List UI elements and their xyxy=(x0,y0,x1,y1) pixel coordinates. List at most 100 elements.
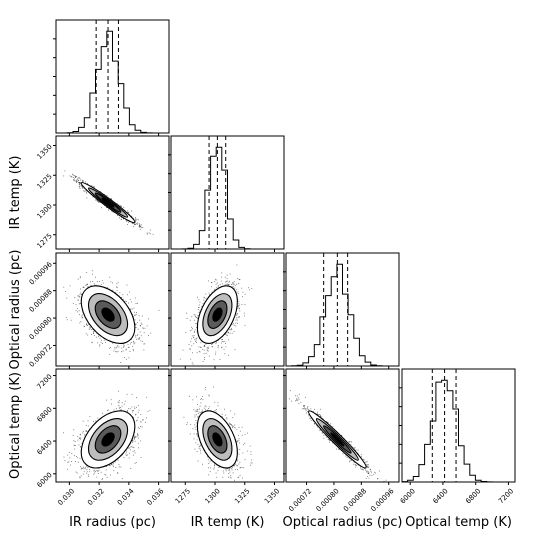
sample-point xyxy=(217,347,219,349)
sample-point xyxy=(244,293,246,295)
sample-point xyxy=(216,341,217,343)
sample-point xyxy=(148,318,149,320)
sample-point xyxy=(198,350,200,352)
panel-2-2 xyxy=(283,252,400,369)
sample-point xyxy=(204,358,205,360)
sample-point xyxy=(131,446,133,447)
sample-point xyxy=(224,340,226,342)
sample-point xyxy=(234,287,236,289)
sample-point xyxy=(134,342,136,344)
sample-point xyxy=(127,210,128,212)
sample-point xyxy=(126,451,127,453)
sample-point xyxy=(241,287,243,289)
sample-point xyxy=(76,179,78,181)
sample-point xyxy=(214,281,216,282)
sample-point xyxy=(131,215,133,217)
sample-point xyxy=(120,297,122,299)
sample-point xyxy=(231,283,232,285)
sample-point xyxy=(99,281,101,282)
sample-point xyxy=(71,461,72,462)
sample-point xyxy=(80,475,82,477)
sample-point xyxy=(198,346,200,348)
sample-point xyxy=(131,410,133,411)
sample-point xyxy=(229,332,231,334)
sample-point xyxy=(133,454,134,456)
sample-point xyxy=(101,207,102,209)
sample-point xyxy=(66,297,68,299)
sample-point xyxy=(79,183,81,185)
y-tick-label: 0.00080 xyxy=(28,315,54,341)
sample-point xyxy=(93,330,95,332)
sample-point xyxy=(228,284,230,285)
sample-point xyxy=(136,420,137,422)
sample-point xyxy=(194,330,195,332)
sample-point xyxy=(76,472,78,474)
sample-point xyxy=(79,458,81,459)
sample-point xyxy=(101,339,102,341)
sample-point xyxy=(236,317,237,319)
histogram-0 xyxy=(56,30,169,134)
sample-point xyxy=(79,434,81,436)
sample-point xyxy=(239,307,240,309)
sample-point xyxy=(197,309,199,310)
sample-point xyxy=(138,338,140,340)
sample-point xyxy=(75,180,77,182)
sample-point xyxy=(89,469,91,471)
sample-point xyxy=(79,294,81,296)
sample-point xyxy=(146,232,148,234)
sample-point xyxy=(79,182,80,184)
sample-point xyxy=(127,294,128,296)
sample-point xyxy=(204,297,205,299)
sample-point xyxy=(198,307,200,308)
sample-point xyxy=(87,286,89,288)
sample-point xyxy=(125,348,127,350)
sample-point xyxy=(133,226,135,227)
sample-point xyxy=(237,319,238,321)
sample-point xyxy=(237,306,239,307)
sample-point xyxy=(90,185,92,187)
sample-point xyxy=(69,175,71,177)
sample-point xyxy=(135,224,137,225)
sample-point xyxy=(206,348,208,350)
sample-point xyxy=(105,342,106,343)
sample-point xyxy=(98,201,99,202)
sample-point xyxy=(130,446,132,448)
sample-point xyxy=(233,282,235,284)
sample-point xyxy=(78,177,80,179)
sample-point xyxy=(191,329,193,331)
sample-point xyxy=(113,350,115,352)
sample-point xyxy=(203,296,205,298)
sample-point xyxy=(147,233,148,235)
sample-point xyxy=(228,281,230,283)
sample-point xyxy=(91,334,92,335)
sample-point xyxy=(203,346,205,347)
contour-level-3 xyxy=(101,307,115,322)
sample-point xyxy=(238,303,240,305)
sample-point xyxy=(130,309,131,311)
sample-point xyxy=(227,283,228,285)
sample-point xyxy=(140,322,142,324)
sample-point xyxy=(139,325,141,326)
sample-point xyxy=(195,339,197,341)
sample-point xyxy=(182,349,184,351)
sample-point xyxy=(135,336,137,338)
sample-point xyxy=(112,464,114,466)
sample-point xyxy=(237,322,238,324)
sample-point xyxy=(208,280,209,282)
sample-point xyxy=(228,284,230,286)
sample-point xyxy=(92,281,94,282)
sample-point xyxy=(223,348,225,350)
sample-point xyxy=(225,343,226,344)
sample-point xyxy=(136,338,137,340)
sample-point xyxy=(118,390,119,392)
sample-point xyxy=(229,329,231,331)
sample-point xyxy=(134,440,136,442)
sample-point xyxy=(215,353,216,355)
sample-point xyxy=(190,358,192,360)
sample-point xyxy=(201,306,203,307)
sample-point xyxy=(220,342,222,344)
sample-point xyxy=(232,286,234,288)
sample-point xyxy=(137,338,139,340)
sample-point xyxy=(77,295,79,297)
sample-point xyxy=(210,282,212,283)
